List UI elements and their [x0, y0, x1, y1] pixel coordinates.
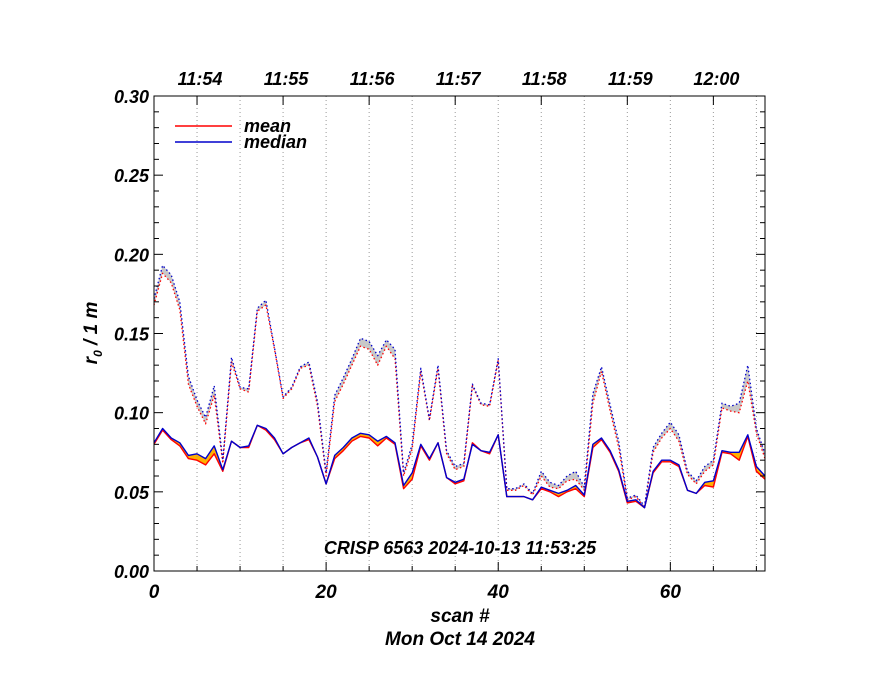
y-axis-title: r0 / 1 m: [81, 302, 105, 365]
plot-frame: [153, 95, 766, 572]
legend-label-mean: mean: [244, 116, 291, 136]
series-layer: [153, 264, 766, 509]
time-tick-label: 11:54: [178, 69, 223, 89]
series-line-median-dotted: [153, 264, 766, 507]
y-tick-label: 0.20: [114, 245, 149, 265]
x-tick-label: 20: [315, 582, 338, 603]
y-tick-label: 0.25: [114, 166, 150, 186]
chart-annotation: CRISP 6563 2024-10-13 11:53:25: [324, 538, 597, 558]
axis-ticks: [153, 95, 765, 572]
y-tick-label: 0.05: [114, 483, 150, 503]
band-layer: [154, 265, 765, 508]
time-tick-label: 11:58: [522, 69, 567, 89]
y-tick-label: 0.10: [114, 404, 149, 424]
time-tick-label: 11:56: [350, 69, 396, 89]
svg-text:r0 / 1 m: r0 / 1 m: [81, 302, 105, 365]
y-tick-label: 0.00: [114, 562, 149, 582]
legend-label-median: median: [244, 132, 307, 152]
time-tick-label: 11:55: [264, 69, 310, 89]
time-gridlines: [196, 96, 757, 571]
upper-band: [154, 265, 765, 508]
legend: mean median: [175, 116, 307, 152]
y-tick-label: 0.30: [114, 87, 149, 107]
time-tick-label: 11:57: [436, 69, 482, 89]
y-axis-title-main: r: [81, 355, 102, 364]
y-axis-title-subscript: 0: [91, 350, 105, 357]
x-tick-label: 0: [149, 582, 160, 603]
x-tick-label: 60: [660, 582, 682, 603]
y-tick-label: 0.15: [114, 325, 150, 345]
time-tick-label: 11:59: [608, 69, 653, 89]
series-line-mean-dotted: [153, 272, 766, 509]
x-tick-label: 40: [487, 582, 510, 603]
tick-labels: 0.00 0.05 0.10 0.15 0.20 0.25 0.30 0 20 40 60 11:54…: [114, 69, 739, 603]
date-label: Mon Oct 14 2024: [385, 629, 535, 650]
time-tick-label: 12:00: [693, 69, 739, 89]
series-line-median: [153, 424, 766, 509]
x-axis-title: scan #: [430, 606, 490, 627]
y-axis-title-rest: / 1 m: [81, 302, 102, 351]
